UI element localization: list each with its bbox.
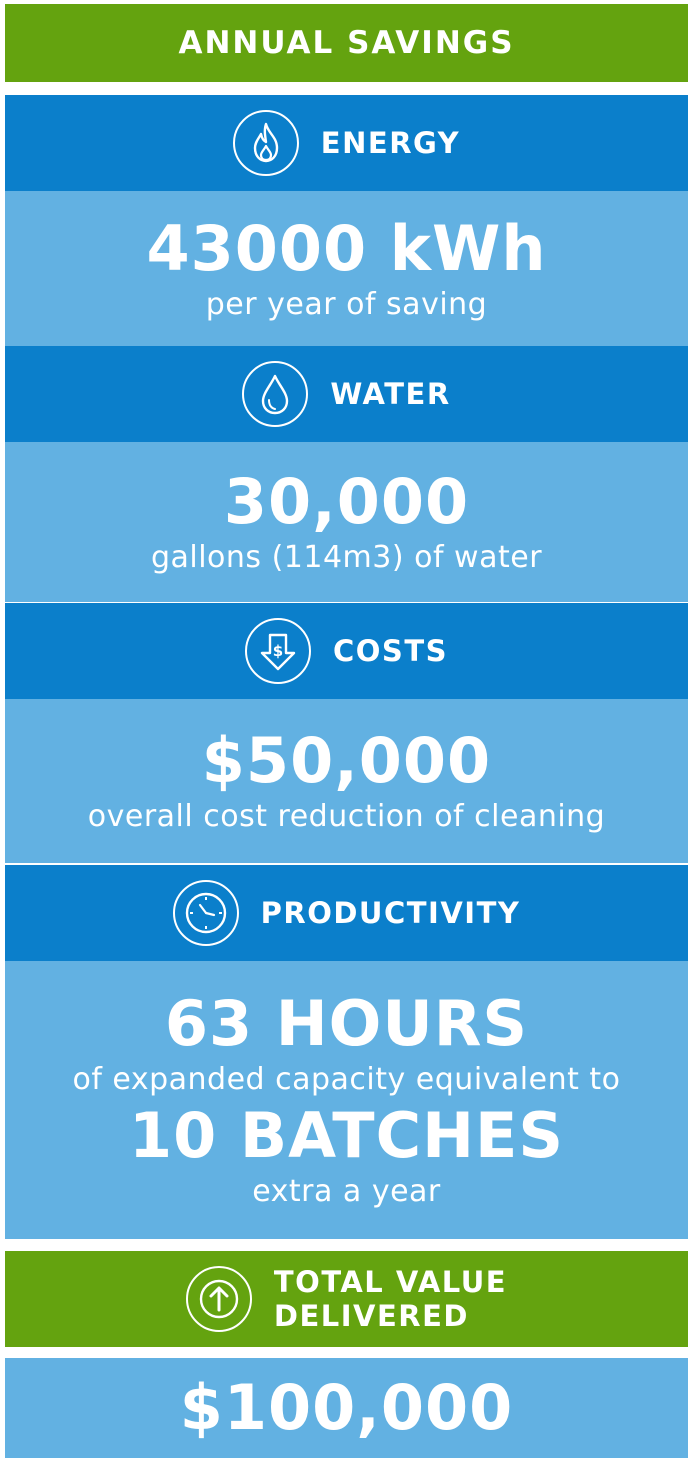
productivity-hours-value: 63 HOURS (164, 987, 529, 1060)
annual-savings-header: ANNUAL SAVINGS (5, 4, 688, 82)
water-label: WATER (330, 377, 451, 411)
page-title: ANNUAL SAVINGS (178, 25, 515, 61)
energy-label: ENERGY (320, 126, 461, 160)
flame-icon (232, 110, 299, 176)
total-value-label-line2: DELIVERED (273, 1299, 470, 1333)
productivity-label: PRODUCTIVITY (260, 896, 521, 930)
costs-header: $ COSTS (5, 603, 688, 699)
costs-value: $50,000 (201, 724, 492, 797)
total-value: $100,000 (179, 1371, 514, 1444)
energy-value-panel: 43000 kWh per year of saving (5, 191, 688, 346)
water-header: WATER (5, 346, 688, 442)
energy-value: 43000 kWh (146, 211, 547, 285)
svg-text:$: $ (273, 642, 283, 660)
total-value-header: TOTAL VALUE DELIVERED (5, 1251, 688, 1347)
total-value-panel: $100,000 (5, 1358, 688, 1458)
energy-header: ENERGY (5, 95, 688, 191)
productivity-caption: of expanded capacity equivalent to (72, 1062, 621, 1097)
water-drop-icon (242, 361, 309, 427)
water-caption: gallons (114m3) of water (150, 540, 543, 575)
productivity-header: PRODUCTIVITY (5, 865, 688, 961)
total-value-label-line1: TOTAL VALUE (273, 1265, 508, 1299)
costs-caption: overall cost reduction of cleaning (87, 799, 606, 834)
dollar-down-arrow-icon: $ (245, 618, 311, 684)
productivity-value-panel: 63 HOURS of expanded capacity equivalent… (5, 961, 688, 1239)
productivity-caption-2: extra a year (252, 1174, 441, 1209)
productivity-batches-value: 10 BATCHES (129, 1099, 564, 1172)
costs-label: COSTS (333, 634, 448, 668)
clock-icon (172, 880, 239, 946)
water-value-panel: 30,000 gallons (114m3) of water (5, 442, 688, 602)
water-value: 30,000 (223, 465, 470, 538)
costs-value-panel: $50,000 overall cost reduction of cleani… (5, 699, 688, 863)
energy-caption: per year of saving (205, 286, 488, 322)
up-arrow-icon (185, 1266, 252, 1332)
